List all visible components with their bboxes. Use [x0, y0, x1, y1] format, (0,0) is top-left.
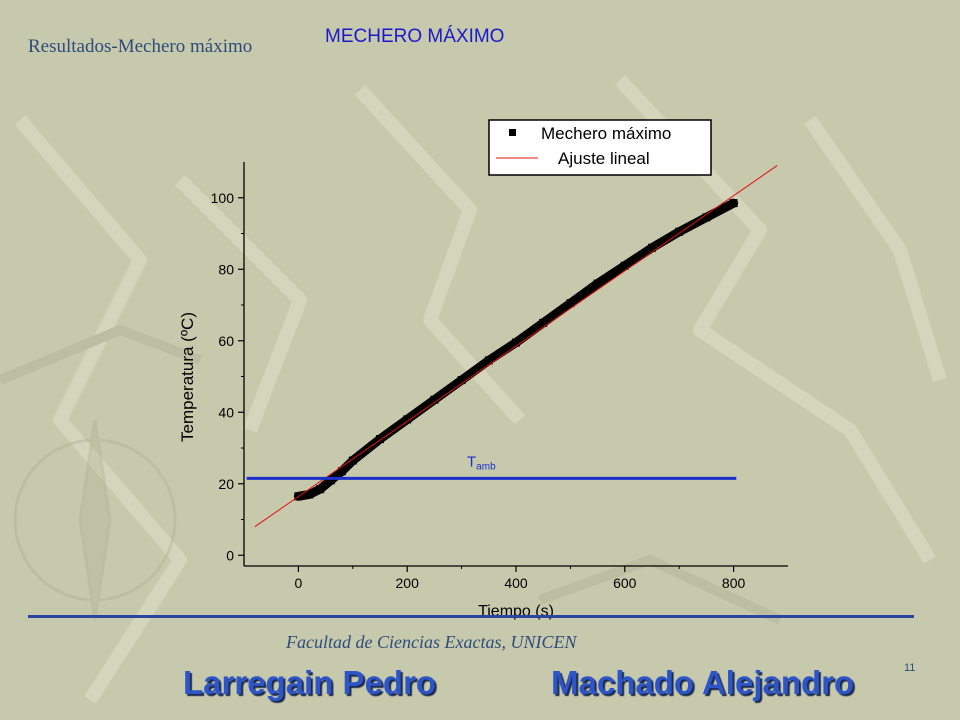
data-point	[702, 213, 711, 222]
data-point	[403, 415, 412, 424]
plot-data	[254, 165, 778, 528]
legend-box	[488, 119, 712, 176]
data-point	[430, 395, 439, 404]
slide-number: 11	[904, 662, 916, 674]
x-tick-label: 800	[722, 575, 746, 591]
data-point	[305, 490, 314, 499]
x-tick-label: 400	[504, 575, 528, 591]
author-name-1: Larregain Pedro	[183, 664, 437, 701]
data-point	[566, 299, 575, 308]
section-title: Resultados-Mechero máximo	[28, 36, 253, 57]
x-tick-label: 600	[613, 575, 637, 591]
series-ajuste-lineal	[254, 165, 778, 528]
y-tick-label: 100	[211, 190, 235, 206]
data-point	[593, 279, 602, 288]
slide-title: MECHERO MÁXIMO	[325, 26, 505, 47]
y-tick-label: 0	[226, 547, 234, 563]
data-point	[539, 318, 548, 327]
series-mechero-maximo	[293, 198, 739, 501]
data-point	[729, 199, 738, 208]
data-point	[316, 485, 325, 494]
data-point	[512, 338, 520, 347]
data-point	[484, 356, 493, 365]
ticks: 0 20 40 60 80 100 0 200 400 600 800	[211, 190, 746, 591]
data-point	[348, 456, 357, 465]
data-point	[620, 261, 629, 270]
y-tick-label: 40	[218, 404, 234, 420]
author-name-2: Machado Alejandro	[551, 664, 855, 701]
footer-divider	[28, 615, 914, 618]
footer-institution: Facultad de Ciencias Exactas, UNICEN	[286, 632, 577, 652]
data-point	[337, 467, 346, 476]
y-tick-label: 80	[218, 261, 234, 277]
legend: Mechero máximo Ajuste lineal	[488, 119, 712, 176]
data-point	[327, 476, 336, 485]
data-point	[675, 227, 684, 236]
legend-label-mechero: Mechero máximo	[541, 124, 671, 143]
x-tick-label: 0	[295, 575, 303, 591]
tamb-label-subscript: amb	[476, 461, 496, 472]
data-point	[648, 243, 656, 252]
y-axis-label: Temperatura (ºC)	[178, 312, 197, 442]
annotations: Tamb	[246, 453, 737, 480]
tamb-label: Tamb	[467, 453, 496, 472]
axes	[243, 162, 788, 567]
legend-label-ajuste: Ajuste lineal	[558, 149, 650, 168]
x-tick-label: 200	[396, 575, 420, 591]
y-tick-label: 20	[218, 476, 234, 492]
legend-marker-mechero	[509, 129, 516, 136]
y-tick-label: 60	[218, 333, 234, 349]
data-point	[376, 435, 384, 444]
data-point	[457, 376, 466, 385]
